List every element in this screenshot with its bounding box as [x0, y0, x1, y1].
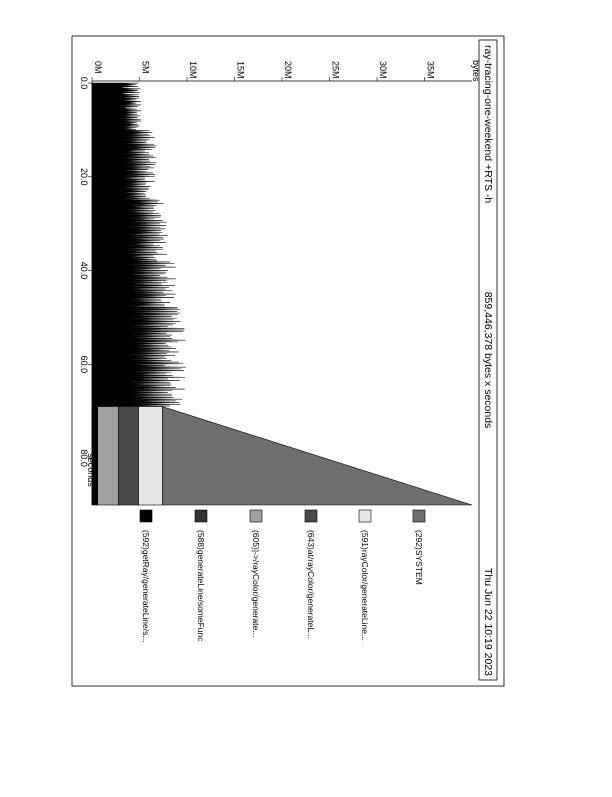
x-tick-label: 40.0	[79, 262, 89, 280]
legend-label: (591)rayColor/generateLine...	[360, 530, 370, 641]
legend-swatch	[194, 509, 208, 523]
run-date: Thu Jun 22 10:19 2023	[482, 568, 494, 676]
legend-label: (643)at/rayColor/generateL...	[306, 530, 316, 639]
x-tick-label: 80.0	[79, 449, 89, 467]
band--605-raycolor-generate-	[97, 406, 119, 506]
header-box	[478, 39, 498, 681]
legend-label: (292)SYSTEM	[414, 530, 424, 585]
legend-swatch	[304, 509, 318, 523]
band--643-at-raycolor-generatel-	[118, 406, 139, 506]
plot-area	[91, 82, 473, 506]
y-tick-label: 5M	[141, 61, 151, 74]
y-axis-label: bytes	[471, 60, 481, 82]
y-tick-label: 0M	[93, 61, 103, 74]
outer-frame	[71, 35, 505, 687]
x-axis-label: seconds	[86, 453, 96, 487]
legend-label: (592)getRay/generateLine/s...	[141, 530, 151, 642]
legend-swatch	[412, 509, 426, 523]
series-oscillation-area	[91, 82, 186, 407]
y-tick-label: 30M	[378, 61, 388, 79]
x-tick-label: 60.0	[79, 356, 89, 374]
job-title: ray-tracing-one-weekend +RTS -h	[482, 45, 494, 203]
y-tick-label: 10M	[188, 61, 198, 79]
total-sample: 859,446,378 bytes x seconds	[482, 292, 494, 429]
y-tick-label: 20M	[283, 61, 293, 79]
x-tick-label: 0.0	[79, 77, 89, 90]
legend-label: (605)|->/rayColor/generate...	[251, 530, 261, 637]
x-tick-label: 20.0	[79, 168, 89, 186]
legend: (292)SYSTEM (591)rayColor/generateLine...…	[139, 509, 426, 642]
band--591-raycolor-generateline-	[138, 406, 163, 506]
legend-swatch	[249, 509, 263, 523]
band-system	[162, 406, 473, 506]
legend-swatch	[139, 509, 153, 523]
y-tick-label: 15M	[236, 61, 246, 79]
legend-label: (588)generateLine/someFunc	[196, 530, 206, 642]
legend-swatch	[358, 509, 372, 523]
y-tick-label: 25M	[331, 61, 341, 79]
axes: 0M 5M 10M 15M 20M 25M 30M 35M 0.0 20.0 40.0 60.0 80.…	[79, 61, 472, 505]
y-tick-label: 35M	[426, 61, 436, 79]
